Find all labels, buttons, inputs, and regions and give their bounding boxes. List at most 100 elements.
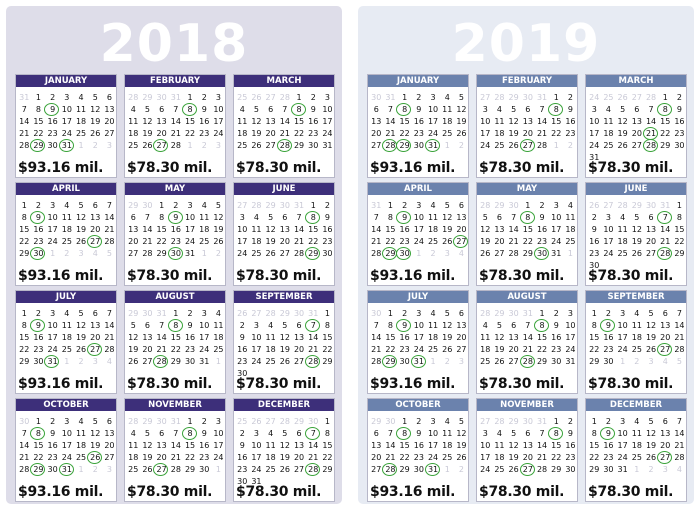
day-cell: 5 — [282, 321, 288, 330]
day-cell: 6 — [662, 417, 668, 426]
days-grid: 30 1 2 3 4 5 6 7 8 9 10 11 12 13 14 15 16 17 18 19 20 21 22 23 2… — [16, 416, 116, 488]
day-cell: 29 — [536, 357, 548, 366]
month-june: JUNE 26 27 28 29 30 31 1 2 3 4 5 6 7 8 9 10 11 12 13 14 15 16 1… — [585, 182, 687, 286]
day-cell: 16 — [551, 333, 562, 342]
day-cell: 30 — [167, 247, 184, 260]
day-cell: 18 — [480, 345, 491, 354]
day-cell: 10 — [480, 441, 491, 450]
month-march: MARCH 24 25 26 27 28 1 2 3 4 5 6 7 8 9 10 11 12 13 14 15 16 17… — [585, 74, 687, 178]
month-september: SEPTEMBER 1 2 3 4 5 6 7 8 9 10 11 12 13 14 15 16 17 18 19 20… — [585, 290, 687, 394]
day-cell: 22 — [184, 453, 196, 462]
day-cell: 23 — [308, 129, 319, 138]
payment-amount: $93.16 mil. — [18, 160, 104, 176]
day-cell: 28 — [276, 139, 293, 152]
day-cell: 27 — [265, 141, 276, 150]
day-cell: 27 — [453, 235, 469, 248]
day-cell: 4 — [253, 213, 259, 222]
day-cell: 5 — [78, 201, 84, 210]
day-cell: 11 — [480, 333, 491, 342]
day-cell: 19 — [442, 225, 453, 234]
day-cell: 22 — [33, 129, 44, 138]
day-cell: 2 — [187, 309, 193, 318]
day-cell: 19 — [279, 345, 290, 354]
month-name: AUGUST — [477, 291, 577, 303]
day-cell: 14 — [674, 429, 685, 438]
day-cell: 3 — [215, 417, 221, 426]
day-cell-adjacent: 29 — [142, 93, 153, 102]
day-cell: 1 — [296, 93, 302, 102]
day-cell: 18 — [427, 225, 439, 234]
day-cell: 16 — [33, 225, 44, 234]
day-cell: 30 — [399, 357, 410, 366]
day-cell: 14 — [674, 321, 685, 330]
month-february: FEBRUARY 27 28 29 30 31 1 2 3 4 5 6 7 8 9 10 11 12 13 14 15 1… — [476, 74, 578, 178]
day-cell: 11 — [128, 117, 139, 126]
day-cell: 5 — [92, 93, 98, 102]
day-cell: 26 — [442, 345, 453, 354]
day-cell-adjacent: 30 — [645, 201, 657, 210]
day-cell: 21 — [308, 345, 319, 354]
day-cell: 10 — [251, 333, 262, 342]
day-cell: 10 — [237, 225, 248, 234]
day-cell-adjacent: 3 — [92, 357, 98, 366]
day-cell: 16 — [603, 441, 614, 450]
month-name: NOVEMBER — [125, 399, 225, 411]
day-cell: 29 — [156, 249, 167, 258]
day-cell: 5 — [282, 429, 288, 438]
day-cell: 13 — [660, 429, 671, 438]
day-cell-adjacent: 30 — [142, 309, 153, 318]
day-cell: 12 — [251, 117, 262, 126]
day-cell-adjacent: 28 — [645, 93, 657, 102]
day-cell: 21 — [660, 237, 671, 246]
day-cell: 12 — [442, 321, 453, 330]
day-cell: 28 — [642, 139, 659, 152]
payment-amount: $93.16 mil. — [370, 484, 456, 500]
month-february: FEBRUARY 28 29 30 31 1 2 3 4 5 6 7 8 9 10 11 12 13 14 15 16 1… — [124, 74, 226, 178]
day-cell: 23 — [199, 453, 210, 462]
day-cell: 26 — [508, 465, 519, 474]
days-grid: 27 28 29 30 31 1 2 3 4 5 6 7 8 9 10 11 12 13 14 15 16 17 18 19 2… — [477, 92, 577, 164]
day-cell: 17 — [413, 225, 424, 234]
day-cell: 2 — [676, 93, 682, 102]
day-cell-adjacent: 2 — [92, 465, 98, 474]
day-cell: 31 — [410, 355, 427, 368]
day-cell: 23 — [237, 357, 248, 366]
day-cell: 18 — [494, 453, 505, 462]
day-cell-adjacent: 1 — [553, 141, 559, 150]
day-cell: 4 — [496, 429, 502, 438]
day-cell: 27 — [519, 463, 536, 476]
day-cell: 10 — [61, 429, 72, 438]
day-cell-adjacent: 3 — [458, 357, 464, 366]
day-cell: 15 — [293, 117, 305, 126]
day-cell: 15 — [660, 117, 671, 126]
day-cell: 9 — [676, 105, 682, 114]
day-cell-adjacent: 2 — [64, 249, 70, 258]
day-cell-adjacent: 3 — [215, 141, 221, 150]
day-cell: 19 — [142, 453, 153, 462]
day-cell: 31 — [589, 153, 600, 162]
day-cell: 12 — [75, 213, 87, 222]
payment-amount: $78.30 mil. — [236, 376, 322, 392]
day-cell: 20 — [90, 333, 101, 342]
month-name: JANUARY — [16, 75, 116, 87]
day-cell: 10 — [617, 321, 628, 330]
day-cell: 22 — [33, 453, 44, 462]
day-cell-adjacent: 2 — [215, 249, 221, 258]
day-cell: 8 — [181, 427, 198, 440]
payment-amount: $78.30 mil. — [588, 484, 674, 500]
payment-amount: $93.16 mil. — [370, 376, 456, 392]
day-cell: 21 — [522, 345, 533, 354]
day-cell: 2 — [605, 417, 611, 426]
day-cell-adjacent: 29 — [371, 417, 382, 426]
day-cell: 28 — [293, 249, 305, 258]
day-cell: 24 — [251, 357, 262, 366]
day-cell: 15 — [33, 117, 44, 126]
day-cell: 3 — [430, 417, 436, 426]
day-cell: 10 — [61, 105, 72, 114]
day-cell: 12 — [645, 429, 657, 438]
day-cell: 12 — [645, 321, 657, 330]
day-cell: 9 — [239, 441, 245, 450]
day-cell: 30 — [237, 477, 248, 486]
day-cell: 11 — [603, 117, 614, 126]
day-cell: 9 — [416, 429, 422, 438]
